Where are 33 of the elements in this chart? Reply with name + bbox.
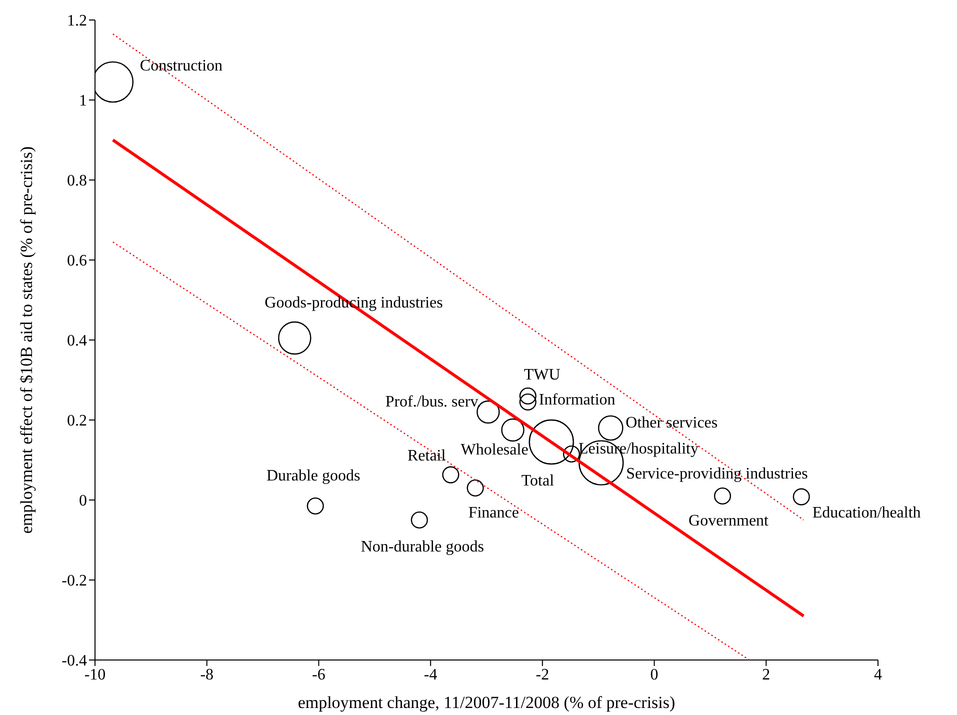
x-tick-label: -4 xyxy=(424,666,438,684)
annotation: Durable goods xyxy=(266,468,360,485)
y-tick-label: -0.2 xyxy=(62,572,87,590)
x-axis-title: employment change, 11/2007-11/2008 (% of pre-crisis) xyxy=(298,693,676,712)
y-tick-label: 0.6 xyxy=(67,252,87,270)
y-tick-label: 1 xyxy=(79,92,87,110)
x-tick-label: -10 xyxy=(84,666,106,684)
x-tick-label: -6 xyxy=(312,666,326,684)
annotation: Government xyxy=(688,512,770,530)
annotation: TWU xyxy=(524,366,561,384)
x-tick-label: 0 xyxy=(650,666,658,684)
annotation: Information xyxy=(538,392,616,409)
y-axis-title: employment effect of $10B aid to states (% of pre-crisis) xyxy=(17,146,36,534)
x-tick-label: 2 xyxy=(762,666,770,684)
x-tick-label: -2 xyxy=(536,666,550,684)
annotation: Wholesale xyxy=(460,442,528,459)
annotation: Service-providing industries xyxy=(626,465,808,482)
annotation: Other services xyxy=(626,414,718,432)
y-tick-label: 0.4 xyxy=(67,332,87,350)
y-tick-label: 1.2 xyxy=(67,12,87,30)
annotation: Finance xyxy=(468,504,519,522)
annotation: Retail xyxy=(407,447,446,464)
y-tick-label: 0.2 xyxy=(67,412,87,430)
x-tick-label: 4 xyxy=(874,666,882,684)
y-tick-label: 0.8 xyxy=(67,172,87,190)
annotation: Non-durable goods xyxy=(360,538,484,556)
y-tick-label: -0.4 xyxy=(62,652,87,670)
annotation: Prof./bus. serv. xyxy=(385,394,482,411)
x-tick-label: -8 xyxy=(200,666,214,684)
y-tick-label: 0 xyxy=(79,492,87,510)
annotation: Education/health xyxy=(812,504,921,522)
annotation: Construction xyxy=(140,58,223,75)
annotation: Total xyxy=(521,472,555,490)
